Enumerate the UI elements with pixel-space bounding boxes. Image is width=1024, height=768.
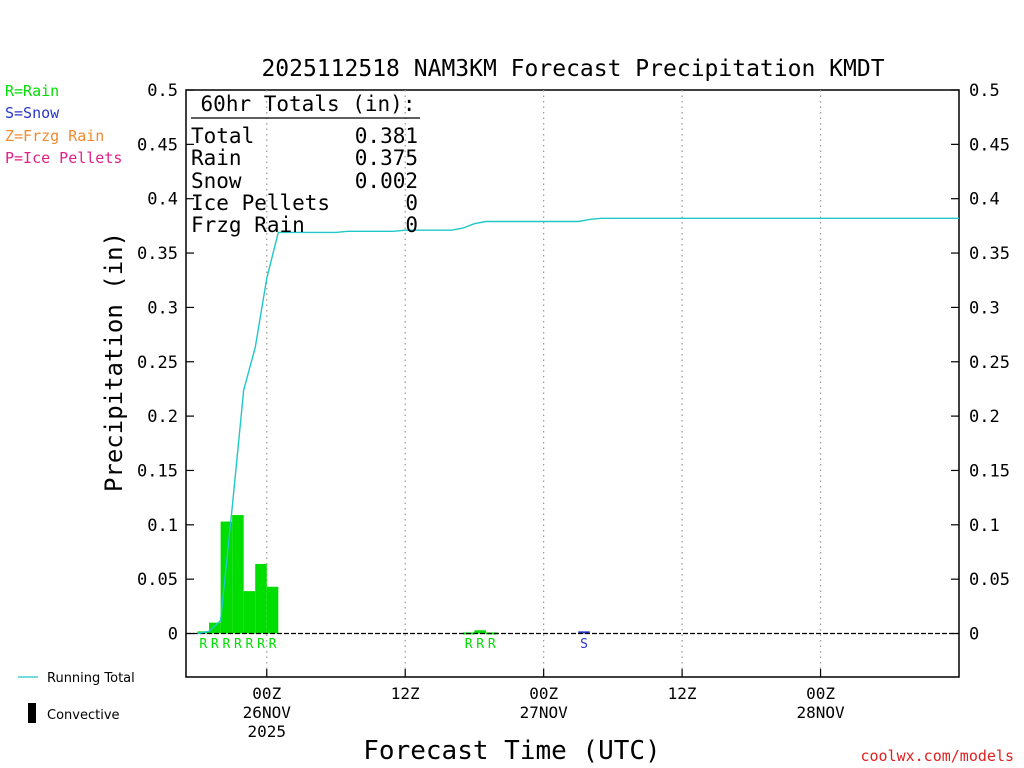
chart-title: 2025112518 NAM3KM Forecast Precipitation… (261, 56, 884, 82)
precip-bar (266, 586, 279, 634)
precip-type-label: R (269, 637, 277, 652)
y-axis-label: Precipitation (in) (100, 232, 128, 492)
y-tick-label-left: 0.2 (147, 407, 178, 427)
totals-row-label: Total (191, 124, 254, 148)
precip-type-label: R (211, 637, 219, 652)
y-tick-label-left: 0 (168, 625, 178, 645)
y-tick-label-left: 0.4 (147, 190, 178, 210)
totals-row-value: 0 (405, 213, 418, 237)
totals-box: 60hr Totals (in): Total 0.381 Rain 0.375… (191, 92, 420, 237)
precip-type-legend: R=Rain S=Snow Z=Frzg Rain P=Ice Pellets (5, 82, 122, 167)
x-tick-label: 2025 (247, 722, 286, 741)
totals-row-label: Snow (191, 169, 242, 193)
credit-text: coolwx.com/models (860, 747, 1014, 765)
precip-type-label: R (257, 637, 265, 652)
convective-legend-label: Convective (47, 708, 120, 723)
x-tick-label: 00Z (529, 684, 558, 703)
precip-bar (209, 622, 221, 634)
running-total-legend-label: Running Total (47, 671, 135, 686)
running-total-line (197, 217, 959, 635)
precip-type-label: R (465, 637, 473, 652)
y-tick-label-left: 0.05 (137, 570, 178, 590)
y-tick-label-right: 0 (969, 625, 979, 645)
y-tick-label-right: 0.3 (969, 298, 1000, 318)
totals-title: 60hr Totals (in): (201, 92, 416, 116)
precip-type-label: R (488, 637, 496, 652)
y-tick-label-right: 0.1 (969, 516, 1000, 536)
y-tick-label-left: 0.5 (147, 81, 178, 101)
precip-type-label: R (199, 637, 207, 652)
y-tick-label-right: 0.25 (969, 353, 1010, 373)
precip-type-label: R (246, 637, 254, 652)
convective-legend-swatch (28, 703, 36, 723)
totals-row-value: 0.375 (355, 146, 418, 170)
x-tick-label: 27NOV (520, 703, 569, 722)
legend-ice-pellets: P=Ice Pellets (5, 149, 122, 167)
running-total-layer (197, 217, 959, 635)
x-tick-label: 12Z (668, 684, 697, 703)
y-tick-label-left: 0.3 (147, 298, 178, 318)
precip-type-label: R (222, 637, 230, 652)
totals-row-value: 0.002 (355, 169, 418, 193)
x-tick-label: 28NOV (796, 703, 845, 722)
precip-bar (255, 563, 267, 634)
x-axis-label: Forecast Time (UTC) (363, 736, 660, 766)
precip-bar (474, 630, 486, 634)
y-tick-label-left: 0.15 (137, 461, 178, 481)
precip-bar (232, 515, 244, 634)
precip-type-label: R (234, 637, 242, 652)
y-tick-label-right: 0.35 (969, 244, 1010, 264)
totals-row-label: Rain (191, 146, 242, 170)
y-tick-label-right: 0.4 (969, 190, 1000, 210)
y-tick-label-left: 0.1 (147, 516, 178, 536)
hourly-precip-bars (197, 515, 590, 635)
totals-row-label: Ice Pellets (191, 191, 330, 215)
y-tick-label-right: 0.05 (969, 570, 1010, 590)
totals-row-value: 0.381 (355, 124, 418, 148)
totals-row-value: 0 (405, 191, 418, 215)
y-tick-label-right: 0.15 (969, 461, 1010, 481)
y-tick-label-right: 0.5 (969, 81, 1000, 101)
y-tick-label-right: 0.2 (969, 407, 1000, 427)
precip-bar (578, 631, 590, 634)
legend-rain: R=Rain (5, 82, 59, 100)
y-tick-label-right: 0.45 (969, 135, 1010, 155)
precip-type-label: S (580, 637, 588, 652)
precip-bar (243, 591, 256, 634)
y-tick-label-left: 0.35 (137, 244, 178, 264)
plot-frame (185, 89, 960, 678)
y-tick-label-left: 0.25 (137, 353, 178, 373)
bottom-legend: Running Total Convective (18, 671, 135, 723)
x-tick-label: 12Z (391, 684, 420, 703)
precip-type-label: R (476, 637, 484, 652)
y-axis-ticks: 0 00.05 0.050.1 0.10.15 0.150.2 0.20.25 0.250.… (137, 81, 1010, 645)
y-tick-label-left: 0.45 (137, 135, 178, 155)
precip-bar (220, 521, 233, 634)
totals-row-label: Frzg Rain (191, 213, 305, 237)
legend-frzg-rain: Z=Frzg Rain (5, 127, 104, 145)
x-tick-label: 26NOV (243, 703, 292, 722)
legend-snow: S=Snow (5, 104, 60, 122)
x-tick-label: 00Z (806, 684, 835, 703)
x-tick-label: 00Z (252, 684, 281, 703)
x-gridlines (266, 90, 822, 677)
